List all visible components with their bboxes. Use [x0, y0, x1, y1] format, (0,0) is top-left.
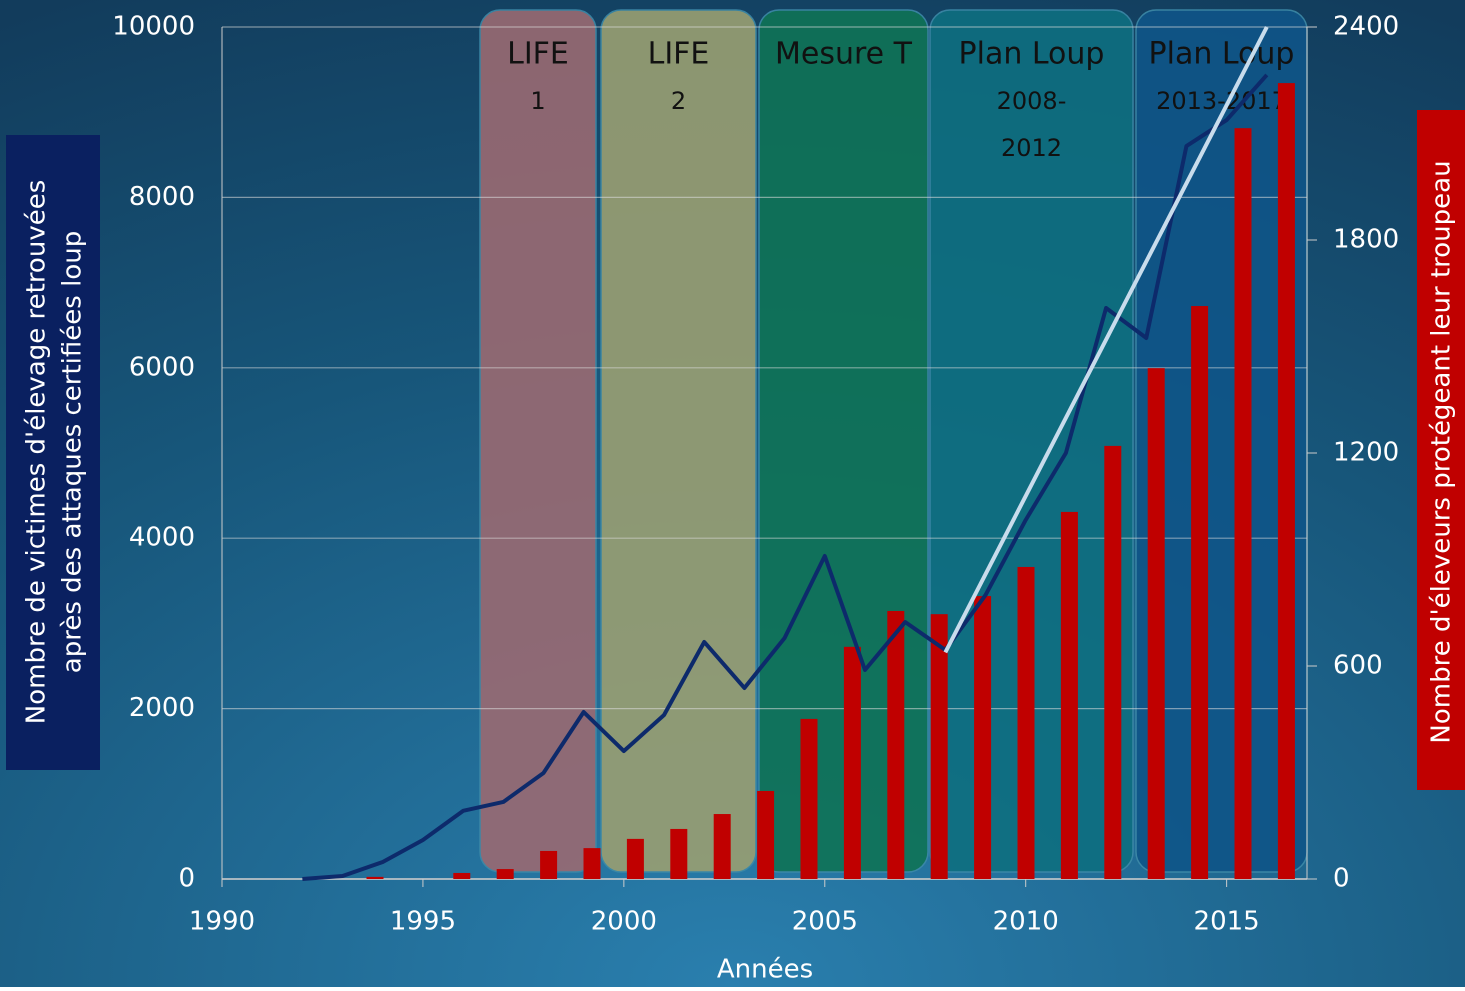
y-tick-label: 6000	[129, 352, 195, 382]
period-label: 2008-	[997, 87, 1067, 115]
y-tick-label: 8000	[129, 182, 195, 212]
y2-tick-label: 1800	[1333, 225, 1399, 255]
bar	[583, 848, 601, 879]
x-tick-label: 2005	[792, 907, 858, 937]
y-tick-label: 10000	[112, 12, 195, 42]
bar	[713, 814, 731, 879]
period-band	[758, 9, 929, 873]
bar	[1104, 445, 1122, 879]
period-label: 2	[671, 87, 686, 115]
y-tick-label: 0	[178, 864, 195, 894]
bar	[800, 718, 818, 879]
bar	[366, 876, 384, 879]
y2-label: Nombre d'éleveurs protégeant leur troupe…	[1427, 160, 1457, 743]
bar	[757, 790, 775, 879]
y2-tick-label: 2400	[1333, 12, 1399, 42]
period-label: LIFE	[507, 37, 569, 72]
period-label: 1	[530, 87, 545, 115]
y2-tick-label: 0	[1333, 864, 1350, 894]
y-tick-label: 2000	[129, 693, 195, 723]
plot: 0 2000 4000 6000 8000 10000 0 600 1200 1800 2400 19…	[112, 12, 1399, 937]
period-band	[479, 9, 597, 873]
bar	[1147, 368, 1165, 879]
bar	[453, 872, 471, 879]
period-label: LIFE	[648, 37, 710, 72]
line	[302, 73, 1269, 881]
bar	[670, 828, 688, 879]
bar	[540, 850, 558, 879]
bar	[1191, 306, 1209, 879]
y2-label-box	[1417, 110, 1465, 790]
period-label: Plan Loup	[959, 37, 1105, 72]
bar	[496, 869, 514, 879]
x-tick-label: 2010	[993, 907, 1059, 937]
y-tick-label: 4000	[129, 523, 195, 553]
line	[943, 26, 1269, 654]
bar	[1017, 566, 1035, 879]
bar	[1277, 83, 1295, 880]
y2-tick-label: 1200	[1333, 438, 1399, 468]
period-band	[600, 9, 757, 873]
x-tick-label: 2000	[591, 907, 657, 937]
bar	[843, 646, 861, 879]
y-label: après des attaques certifiées loup	[58, 231, 88, 673]
period-label: Plan Loup	[1149, 37, 1295, 72]
period-label: 2012	[1001, 134, 1062, 162]
x-tick-label: 2015	[1194, 907, 1260, 937]
period-label: Mesure T	[775, 37, 913, 72]
y-label: Nombre de victimes d'élevage retrouvées	[22, 180, 52, 724]
bar	[974, 596, 992, 879]
bar	[1234, 128, 1252, 880]
bar	[930, 614, 948, 879]
y2-tick-label: 600	[1333, 651, 1383, 681]
y-label-box	[6, 135, 100, 770]
x-label: Années	[717, 955, 813, 985]
bar	[887, 610, 905, 879]
x-tick-label: 1995	[390, 907, 456, 937]
period-label: 2013-2017	[1156, 87, 1287, 115]
bar	[1060, 511, 1078, 879]
x-tick-label: 1990	[189, 907, 255, 937]
periods: LIFE 1 LIFE 2 Mesure T Plan Loup 2008- 2012 Plan…	[479, 9, 1308, 873]
bar	[626, 838, 644, 879]
